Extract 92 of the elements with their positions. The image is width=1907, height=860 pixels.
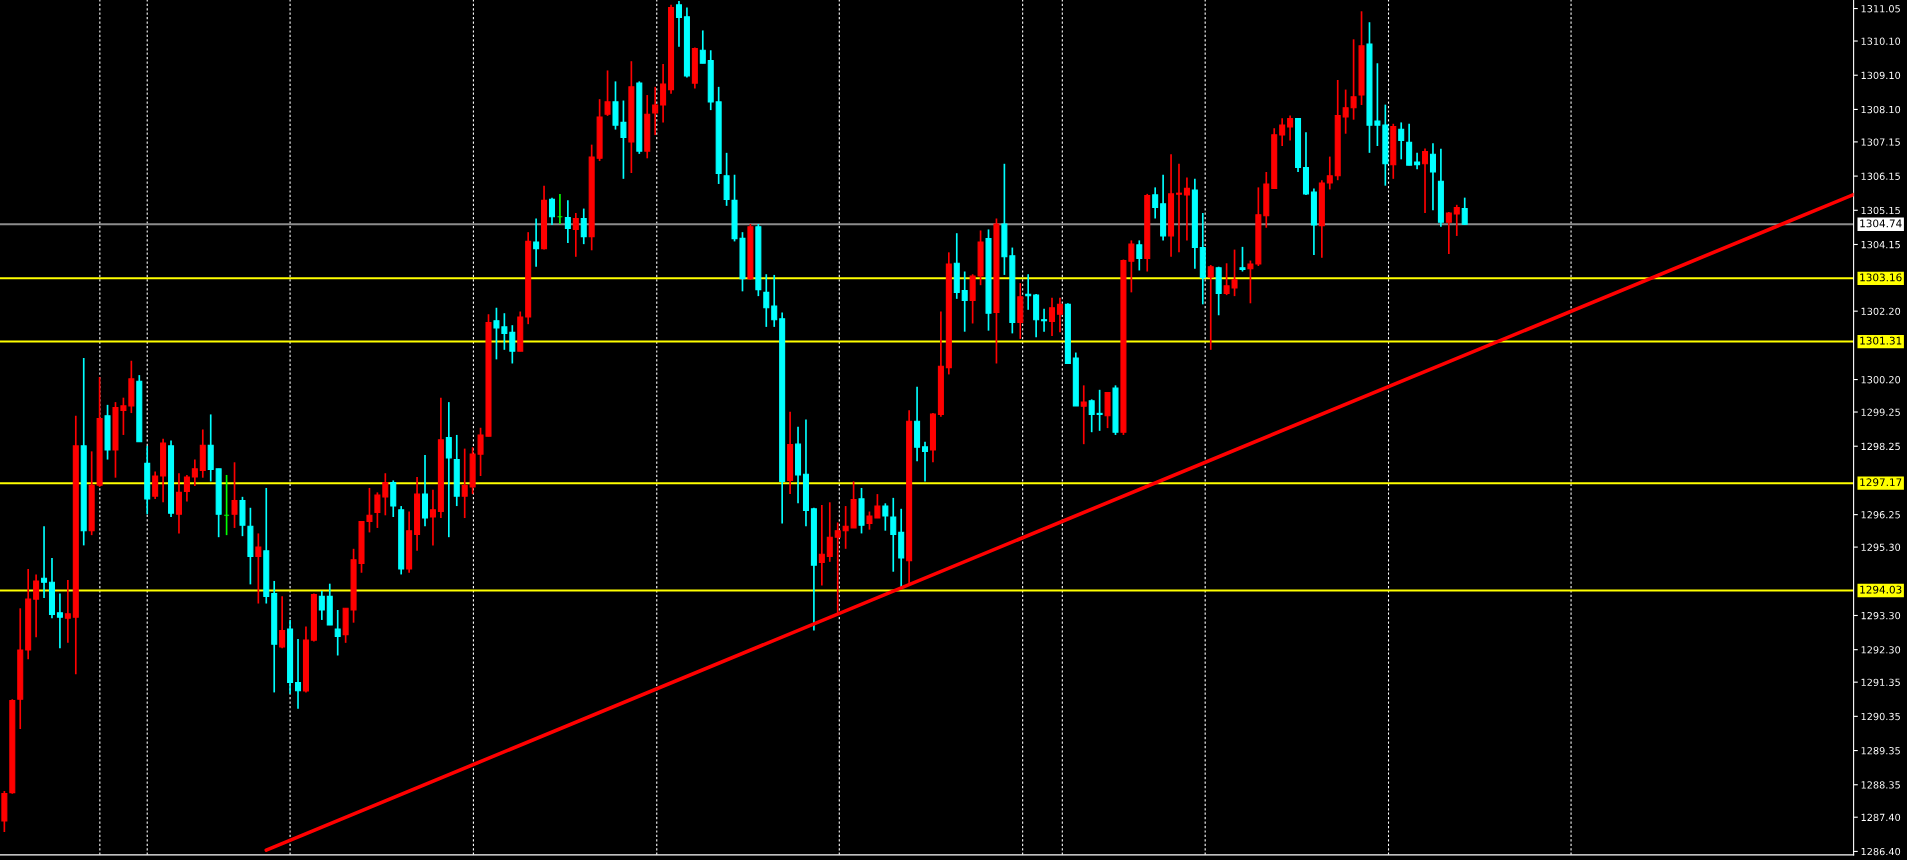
candlestick <box>191 458 198 487</box>
candlestick <box>1445 211 1452 255</box>
candlestick <box>961 270 968 333</box>
candlestick <box>33 573 40 639</box>
candlestick <box>318 590 325 621</box>
candlestick <box>1406 122 1413 166</box>
y-tick-label: 1311.05 <box>1861 5 1900 13</box>
candlestick <box>41 525 48 599</box>
y-tick-label: 1300.20 <box>1861 376 1901 384</box>
candlestick <box>152 470 159 500</box>
y-tick-label: 1289.35 <box>1861 747 1900 755</box>
y-tick-label: 1308.10 <box>1861 105 1901 114</box>
y-tick-label: 1302.20 <box>1861 307 1901 315</box>
y-tick-label: 1295.30 <box>1861 543 1901 551</box>
candlestick <box>429 488 436 547</box>
candlestick <box>771 274 778 328</box>
y-tick-label: 1305.15 <box>1861 206 1900 215</box>
candlestick <box>382 472 389 517</box>
candlestick <box>255 532 262 605</box>
y-tick-label: 1299.25 <box>1861 408 1900 416</box>
y-tick-label: 1290.35 <box>1861 712 1900 721</box>
candlestick <box>826 501 833 563</box>
candlestick <box>564 199 571 244</box>
candlestick <box>1429 142 1436 212</box>
candlestick <box>1056 296 1063 334</box>
candlestick <box>660 63 667 124</box>
y-tick-label: 1296.25 <box>1861 511 1900 519</box>
y-tick-label: 1291.35 <box>1861 678 1900 686</box>
candlestick <box>421 454 429 528</box>
candlestick <box>882 502 889 532</box>
candlestick <box>533 217 540 268</box>
ref-line-label: 1301.31 <box>1860 336 1902 345</box>
candlestick <box>1239 246 1246 273</box>
candlestick <box>183 474 190 503</box>
candlestick <box>1080 384 1087 446</box>
candlestick <box>509 324 516 365</box>
candlestick <box>390 479 397 518</box>
candlestick <box>723 152 730 207</box>
y-tick-label: 1310.10 <box>1861 37 1901 45</box>
y-tick-label: 1298.25 <box>1861 442 1900 451</box>
ref-line-label: 1297.17 <box>1860 478 1902 487</box>
candlestick <box>1207 264 1214 351</box>
candlestick <box>1287 114 1294 142</box>
candlestick <box>1183 176 1190 242</box>
y-tick-label: 1287.40 <box>1861 813 1901 822</box>
candlestick <box>231 461 238 529</box>
candlestick <box>1398 121 1405 161</box>
y-tick-label: 1293.30 <box>1861 611 1901 620</box>
candlestick <box>1048 296 1056 337</box>
candlestick <box>890 497 897 573</box>
candlestick <box>1326 155 1333 191</box>
candlestick <box>295 638 302 710</box>
candlestick <box>818 504 825 587</box>
candlestick <box>445 401 452 539</box>
y-tick-label: 1304.15 <box>1861 240 1900 249</box>
candlestick <box>922 440 929 483</box>
candlestick <box>64 579 71 644</box>
candlestick <box>1104 391 1111 429</box>
candlestick <box>175 472 182 535</box>
ref-line-label: 1294.03 <box>1860 585 1902 594</box>
candlestick <box>1096 388 1103 432</box>
candlestick <box>1175 162 1183 254</box>
candlestick <box>652 86 659 136</box>
candlestick <box>56 592 63 650</box>
candlestick <box>1088 398 1095 434</box>
y-tick-label: 1286.40 <box>1861 847 1901 856</box>
ref-line-label: 1304.74 <box>1860 219 1902 228</box>
candlestick <box>1152 186 1159 220</box>
candlestick <box>699 29 706 65</box>
candlestick <box>461 447 468 519</box>
candlestick <box>548 196 556 226</box>
candlestick <box>1041 307 1048 333</box>
candlestick <box>580 207 587 245</box>
candlestick <box>374 491 381 529</box>
y-tick-label: 1307.15 <box>1861 138 1900 146</box>
candlestick <box>1461 196 1468 226</box>
candlestick <box>834 521 841 615</box>
ref-line-label: 1303.16 <box>1860 273 1902 282</box>
candlestick <box>334 609 341 657</box>
candlestick <box>604 69 611 117</box>
candlestick <box>1279 117 1286 147</box>
candlestick <box>279 595 286 650</box>
candlestick <box>763 273 770 328</box>
candlestick <box>572 212 579 258</box>
y-tick-label: 1292.30 <box>1861 646 1901 654</box>
candlestick <box>675 0 682 48</box>
candlestick <box>1453 203 1460 237</box>
candlestick <box>1136 239 1143 272</box>
y-tick-label: 1288.35 <box>1861 781 1900 789</box>
y-tick-label: 1306.15 <box>1861 172 1900 180</box>
candlestick <box>1422 147 1429 214</box>
y-tick-label: 1309.10 <box>1861 71 1901 80</box>
